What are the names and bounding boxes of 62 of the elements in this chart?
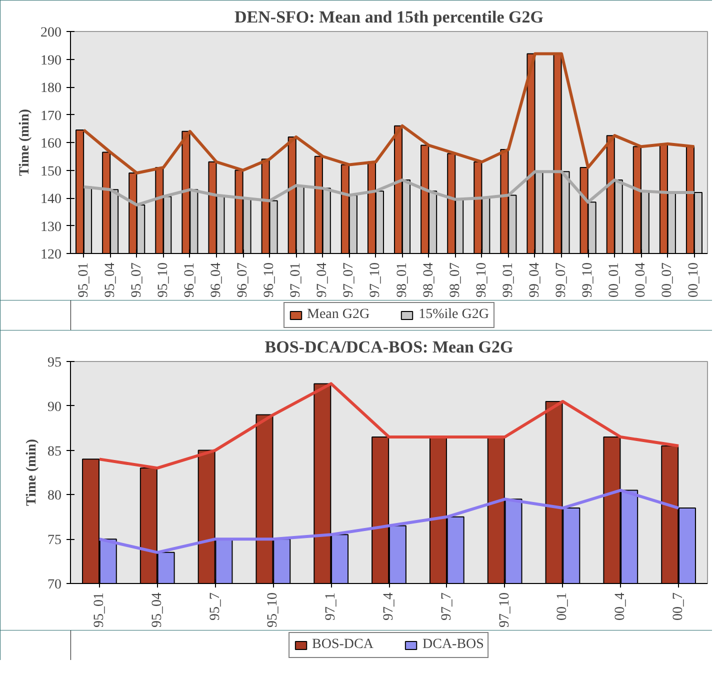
chart-title: BOS-DCA/DCA-BOS: Mean G2G (264, 338, 514, 356)
y-axis-title: Time (min) (24, 438, 40, 506)
y-tick-label: 85 (48, 444, 62, 460)
x-tick-label: 00_07 (660, 262, 676, 298)
x-tick-label: 99_01 (500, 262, 516, 298)
x-tick-label: 00_1 (555, 592, 570, 620)
x-tick-label: 00_4 (613, 592, 628, 620)
x-tick-label: 97_4 (382, 592, 396, 620)
y-axis-title: Time (min) (18, 108, 32, 176)
y-tick-label: 180 (40, 81, 62, 96)
x-tick-label: 99_07 (554, 262, 570, 298)
x-tick-label: 97_10 (368, 262, 384, 298)
x-tick-label: 97_10 (497, 592, 512, 628)
y-tick-label: 140 (40, 192, 62, 207)
y-tick-label: 70 (48, 578, 62, 592)
x-tick-label: 97_7 (439, 592, 454, 620)
x-tick-label: 97_01 (288, 262, 304, 298)
x-tick-label: 96_07 (236, 262, 251, 298)
y-tick-label: 190 (40, 53, 62, 68)
x-tick-label: 95_01 (92, 592, 107, 628)
y-tick-label: 120 (40, 248, 62, 262)
x-tick-label: 00_7 (671, 592, 686, 620)
chart-title: DEN-SFO: Mean and 15th percentile G2G (234, 8, 544, 26)
y-tick-label: 75 (48, 533, 62, 548)
x-tick-label: 97_1 (324, 592, 339, 620)
y-tick-label: 160 (40, 136, 62, 152)
legend-label: Mean G2G (307, 307, 370, 323)
x-tick-label: 00_01 (607, 262, 622, 298)
x-tick-label: 00_04 (634, 262, 649, 298)
y-tick-label: 80 (48, 488, 62, 504)
y-tick-label: 90 (48, 400, 62, 415)
y-tick-label: 200 (40, 26, 62, 40)
x-tick-label: 98_04 (421, 262, 436, 298)
y-tick-label: 95 (48, 356, 62, 370)
x-tick-label: 98_01 (394, 262, 410, 298)
y-tick-label: 170 (40, 108, 62, 124)
x-tick-label: 95_07 (129, 262, 144, 298)
legend-label: DCA-BOS (422, 637, 484, 653)
y-tick-label: 130 (40, 220, 62, 235)
x-tick-label: 99_10 (580, 262, 596, 298)
x-tick-label: 95_10 (156, 262, 171, 298)
legend-label: 15%ile G2G (418, 307, 489, 323)
x-tick-label: 96_01 (182, 262, 198, 298)
x-tick-label: 99_04 (527, 262, 542, 298)
line-series (82, 170, 696, 206)
x-tick-label: 95_7 (208, 592, 223, 620)
x-tick-label: 96_10 (262, 262, 278, 298)
x-tick-label: 95_04 (150, 592, 165, 628)
y-tick-label: 150 (40, 164, 62, 180)
x-tick-label: 95_04 (102, 262, 118, 298)
x-tick-label: 95_01 (76, 262, 92, 298)
x-tick-label: 98_07 (448, 262, 463, 298)
x-tick-label: 96_04 (208, 262, 224, 298)
line-series (82, 52, 696, 175)
x-tick-label: 00_10 (686, 262, 702, 298)
legend-label: BOS-DCA (312, 637, 374, 653)
x-tick-label: 97_04 (315, 262, 330, 298)
x-tick-label: 98_10 (474, 262, 490, 298)
x-tick-label: 95_10 (266, 592, 281, 628)
line-series (98, 488, 680, 554)
x-tick-label: 97_07 (342, 262, 357, 298)
line-series (98, 382, 680, 470)
